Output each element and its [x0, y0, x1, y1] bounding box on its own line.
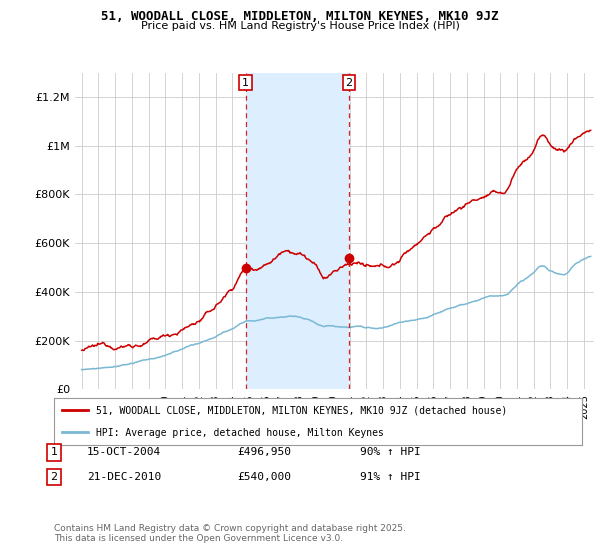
Text: HPI: Average price, detached house, Milton Keynes: HPI: Average price, detached house, Milt… [96, 428, 384, 438]
Text: 21-DEC-2010: 21-DEC-2010 [87, 472, 161, 482]
Text: 51, WOODALL CLOSE, MIDDLETON, MILTON KEYNES, MK10 9JZ: 51, WOODALL CLOSE, MIDDLETON, MILTON KEY… [101, 10, 499, 22]
Text: 91% ↑ HPI: 91% ↑ HPI [360, 472, 421, 482]
Text: 15-OCT-2004: 15-OCT-2004 [87, 447, 161, 458]
Text: 90% ↑ HPI: 90% ↑ HPI [360, 447, 421, 458]
Text: 2: 2 [346, 77, 353, 87]
Text: 2: 2 [50, 472, 58, 482]
Text: 1: 1 [242, 77, 249, 87]
Text: £496,950: £496,950 [237, 447, 291, 458]
Text: Contains HM Land Registry data © Crown copyright and database right 2025.
This d: Contains HM Land Registry data © Crown c… [54, 524, 406, 543]
Text: 51, WOODALL CLOSE, MIDDLETON, MILTON KEYNES, MK10 9JZ (detached house): 51, WOODALL CLOSE, MIDDLETON, MILTON KEY… [96, 406, 508, 416]
Bar [245, 73, 349, 389]
Text: Price paid vs. HM Land Registry's House Price Index (HPI): Price paid vs. HM Land Registry's House … [140, 21, 460, 31]
Text: £540,000: £540,000 [237, 472, 291, 482]
Text: 1: 1 [50, 447, 58, 458]
